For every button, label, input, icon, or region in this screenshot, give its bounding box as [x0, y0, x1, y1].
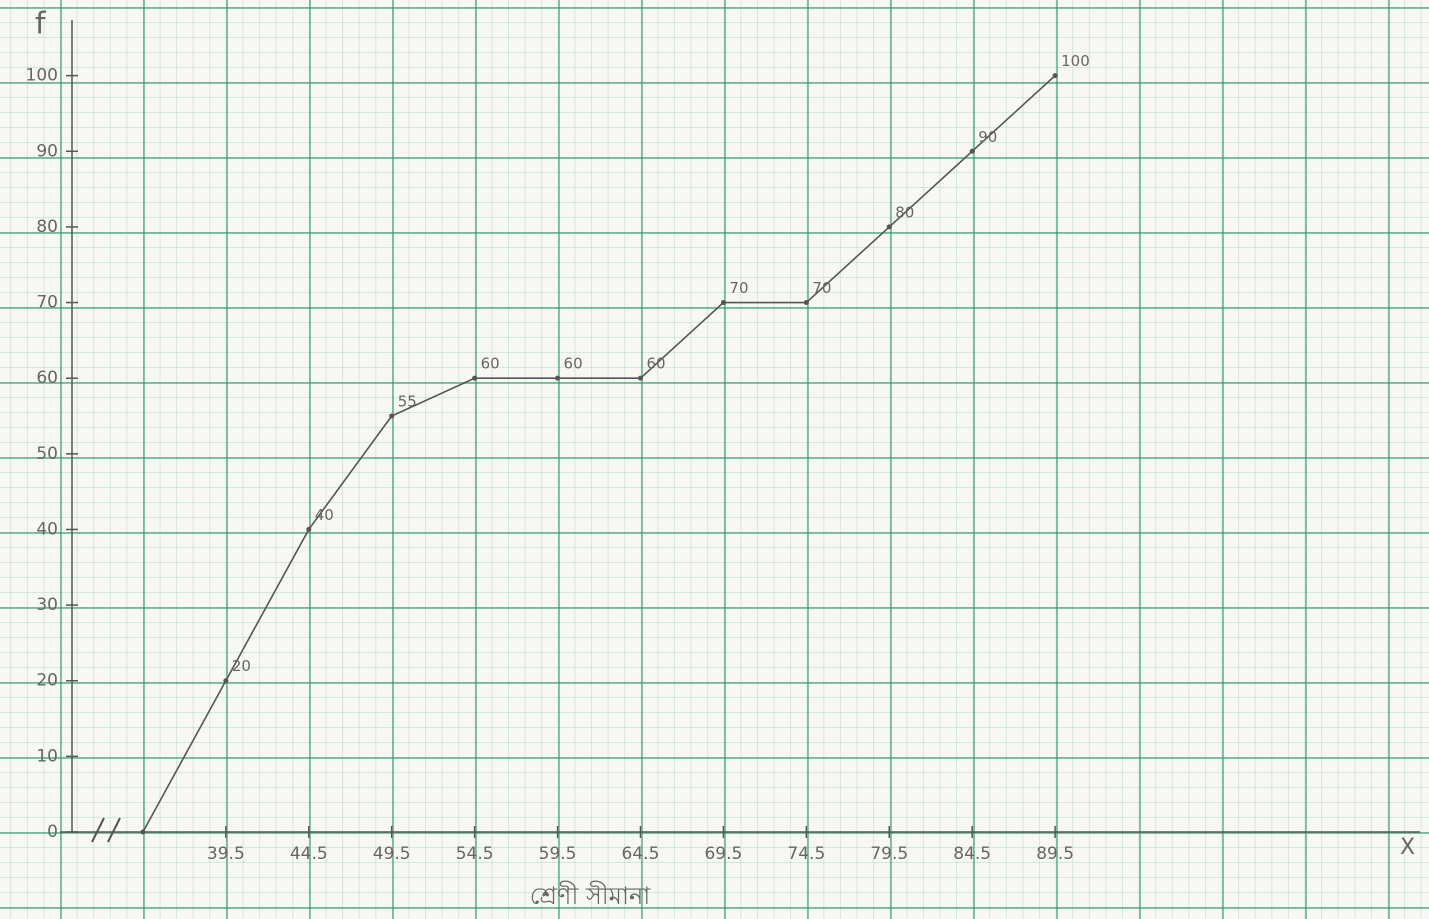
- point-label: 20: [232, 657, 251, 675]
- x-tick-label: 44.5: [290, 844, 328, 864]
- x-tick-label: 59.5: [539, 844, 577, 864]
- x-tick-label: 89.5: [1036, 844, 1074, 864]
- x-axis-end-label: X: [1400, 835, 1415, 860]
- point-label: 80: [895, 203, 914, 221]
- x-tick-label: 64.5: [622, 844, 660, 864]
- point: [140, 829, 146, 835]
- point: [886, 224, 892, 230]
- point: [720, 300, 726, 306]
- point: [969, 148, 975, 154]
- point: [555, 375, 561, 381]
- y-tick-label: 70: [36, 293, 58, 313]
- y-tick-label: 90: [36, 141, 58, 161]
- y-tick-label: 30: [36, 595, 58, 615]
- y-tick-label: 80: [36, 217, 58, 237]
- x-tick-label: 84.5: [953, 844, 991, 864]
- point-label: 70: [729, 279, 748, 297]
- point-label: 60: [481, 355, 500, 373]
- point-label: 90: [978, 128, 997, 146]
- point: [1052, 73, 1058, 79]
- y-tick-label: 20: [36, 671, 58, 691]
- y-tick-label: 100: [26, 66, 58, 86]
- point-label: 40: [315, 506, 334, 524]
- x-tick-label: 79.5: [870, 844, 908, 864]
- x-tick-label: 39.5: [207, 844, 245, 864]
- x-tick-label: 74.5: [787, 844, 825, 864]
- point: [223, 678, 229, 684]
- x-axis-label: শ্রেণী সীমানা: [530, 881, 652, 910]
- point-label: 70: [812, 279, 831, 297]
- point-label: 55: [398, 393, 417, 411]
- y-tick-label: 50: [36, 444, 58, 464]
- y-tick-label: 10: [36, 746, 58, 766]
- point-label: 60: [646, 355, 665, 373]
- x-tick-label: 54.5: [456, 844, 494, 864]
- point-label: 100: [1061, 52, 1090, 70]
- point: [803, 300, 809, 306]
- y-axis-label: f: [35, 7, 47, 42]
- y-tick-label: 60: [36, 368, 58, 388]
- point: [389, 413, 395, 419]
- y-tick-label: 0: [47, 822, 58, 842]
- point: [637, 375, 643, 381]
- x-tick-label: 69.5: [704, 844, 742, 864]
- ogive-line: [142, 75, 1056, 833]
- point: [306, 526, 312, 532]
- point: [472, 375, 478, 381]
- x-tick-label: 49.5: [373, 844, 411, 864]
- point-label: 60: [564, 355, 583, 373]
- axis-break: [91, 817, 121, 843]
- y-tick-label: 40: [36, 519, 58, 539]
